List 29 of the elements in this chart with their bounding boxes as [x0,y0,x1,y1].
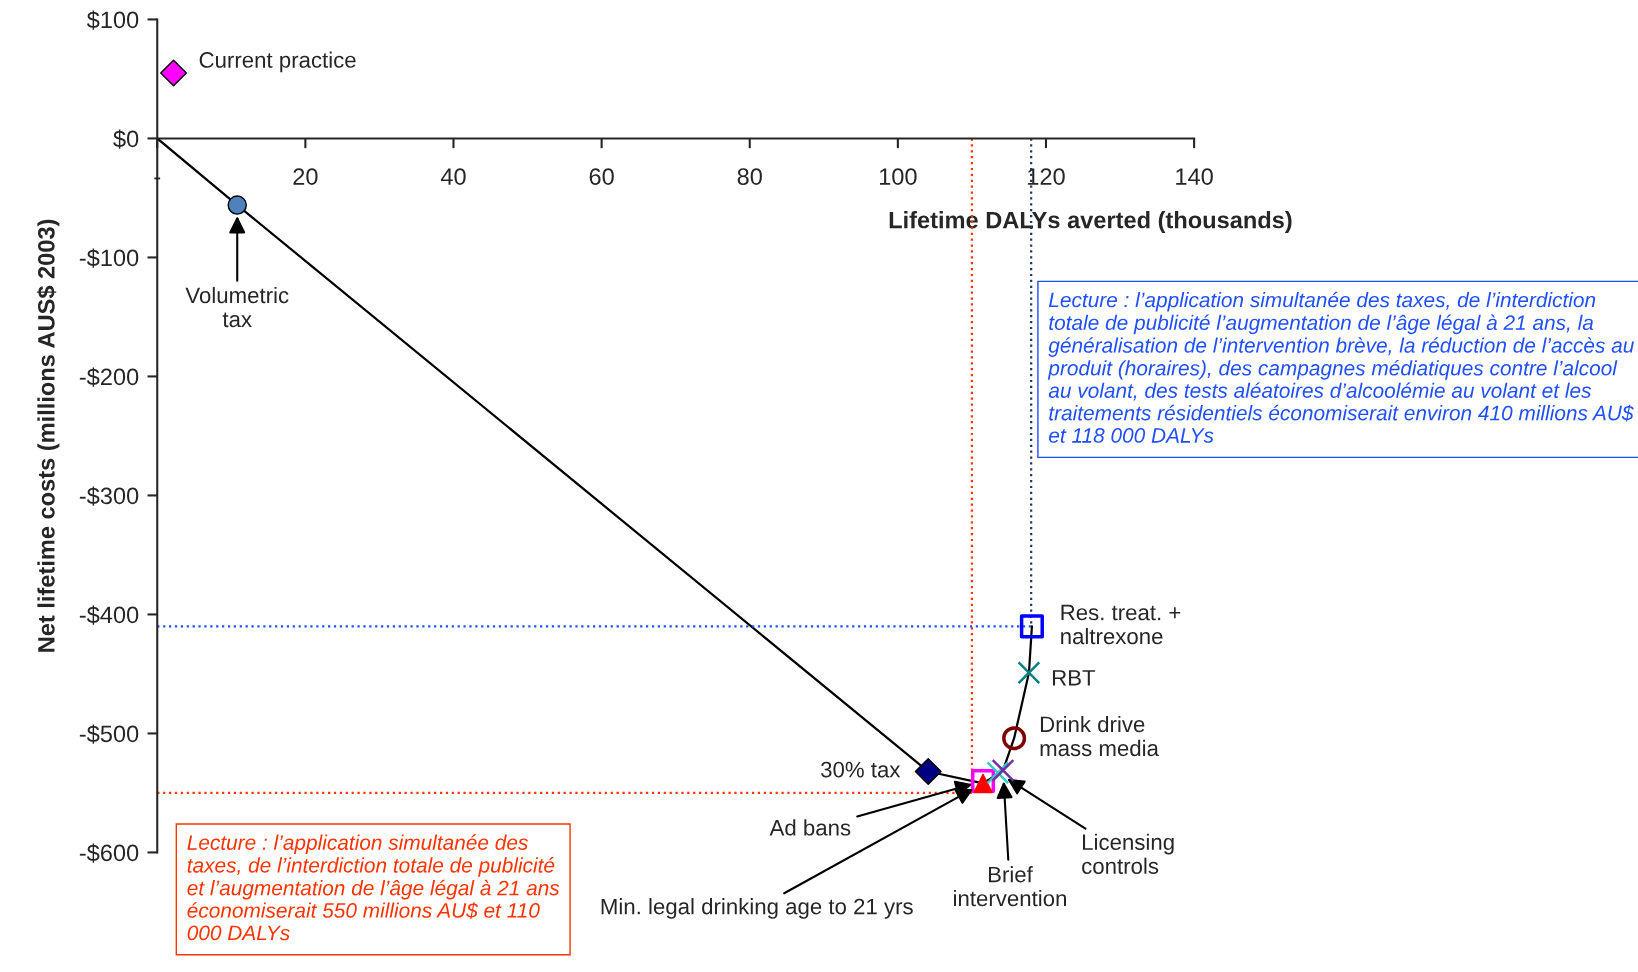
text: Ad bans [769,819,851,836]
x-tick-label: 40 [440,168,466,185]
y-tick-label: $100 [86,10,139,30]
annotation: Lecture : l’application simultanée des taxes, de l’interdiction totale de publicité l’augmentation de l’âge légal à 21 ans, la généralisation de l’intervention brève, la réduction de l’accès au produit (horaires), des campagnes médiatiques contre l’alcool au volant, des tests aléatoires d’alcoolémie au volant et les traitements résidentiels économiserait environ 410 millions AU$ et 118 000 DALYs [1047,291,1634,443]
annotation: Lecture : l’application simultanée des taxes, de l’interdiction totale de publicité et l’augmentation de l’âge légal à 21 ans économiserait 550 millions AU$ et 110 000 DALYs [187,834,560,941]
x-tick-label: 120 [1028,168,1065,185]
y-tick-label: -$600 [79,843,139,863]
text: Licensing controls [1082,833,1174,874]
x-tick-label: 100 [879,168,917,185]
text: Min. legal drinking age to 21 yrs [601,898,913,919]
text: Volumetric tax [185,286,289,328]
text: Brief intervention [954,866,1066,907]
y-tick-label: -$500 [79,724,139,744]
y-axis-title: Net lifetime costs (millions AUS$ 2003) [36,219,60,652]
y-tick-label: -$300 [79,486,139,506]
x-tick-label: 60 [589,168,614,185]
y-tick-label: $0 [113,129,139,149]
series-label: Drink drive mass media [1040,715,1159,757]
y-tick-label: -$400 [79,605,139,625]
x-axis-title: Lifetime DALYs averted (thousands) [889,211,1292,234]
x-tick-label: 140 [1176,168,1213,185]
series-label: RBT [1052,670,1096,686]
x-tick-label: 80 [737,168,762,185]
y-tick-label: -$100 [79,248,139,268]
series-label: 30% tax [821,761,901,778]
x-tick-label: 20 [293,168,318,185]
series-label: Res. treat. + naltrexone [1061,604,1181,645]
series-label: Current practice [199,51,356,73]
y-tick-label: -$200 [79,367,139,387]
